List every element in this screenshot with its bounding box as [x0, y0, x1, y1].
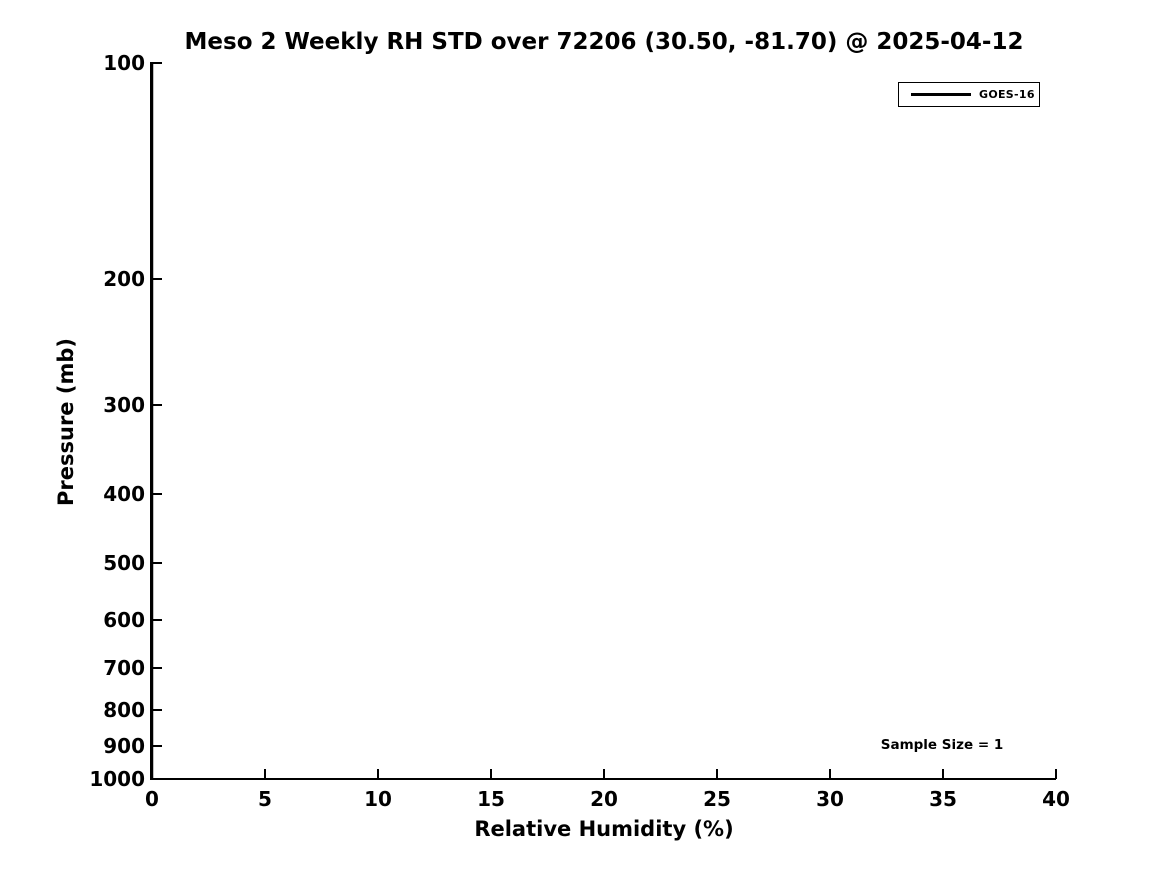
x-tick-label: 35	[929, 787, 957, 811]
legend-line-sample	[911, 93, 971, 96]
x-tick-label: 25	[703, 787, 731, 811]
y-tick-label: 200	[103, 266, 145, 291]
y-tick-mark	[152, 778, 162, 780]
x-tick-label: 30	[816, 787, 844, 811]
y-tick-label: 500	[103, 551, 145, 576]
x-tick-mark	[490, 769, 492, 779]
x-axis-label: Relative Humidity (%)	[474, 817, 734, 841]
x-tick-label: 15	[477, 787, 505, 811]
series-layer	[150, 63, 154, 779]
legend: GOES-16	[898, 82, 1040, 107]
y-tick-label: 700	[103, 656, 145, 681]
x-tick-label: 40	[1042, 787, 1070, 811]
x-tick-mark	[829, 769, 831, 779]
chart-title: Meso 2 Weekly RH STD over 72206 (30.50, …	[184, 29, 1024, 55]
x-tick-mark	[603, 769, 605, 779]
y-tick-label: 100	[103, 51, 145, 75]
legend-label: GOES-16	[979, 88, 1035, 101]
y-tick-mark	[152, 667, 162, 670]
y-tick-label: 600	[103, 608, 145, 633]
y-tick-mark	[152, 708, 162, 711]
plot-area	[150, 63, 1056, 779]
y-tick-mark	[152, 62, 162, 64]
x-tick-label: 0	[145, 787, 159, 811]
x-tick-mark	[942, 769, 944, 779]
y-tick-mark	[152, 277, 162, 280]
x-tick-mark	[264, 769, 266, 779]
y-tick-label: 900	[103, 734, 145, 759]
x-tick-label: 10	[364, 787, 392, 811]
y-tick-mark	[152, 493, 162, 496]
x-tick-label: 5	[258, 787, 272, 811]
y-tick-mark	[152, 403, 162, 406]
x-axis-spine	[150, 778, 1056, 780]
x-tick-mark	[716, 769, 718, 779]
x-tick-mark	[377, 769, 379, 779]
y-tick-label: 300	[103, 392, 145, 417]
y-tick-mark	[152, 562, 162, 565]
y-tick-label: 400	[103, 482, 145, 507]
y-tick-label: 1000	[89, 767, 145, 791]
y-tick-label: 800	[103, 697, 145, 722]
y-tick-mark	[152, 745, 162, 748]
y-tick-mark	[152, 619, 162, 622]
annotation-sample-size: Sample Size = 1	[880, 737, 1004, 753]
x-tick-label: 20	[590, 787, 618, 811]
x-tick-mark	[1055, 769, 1057, 779]
x-tick-mark	[151, 769, 153, 779]
